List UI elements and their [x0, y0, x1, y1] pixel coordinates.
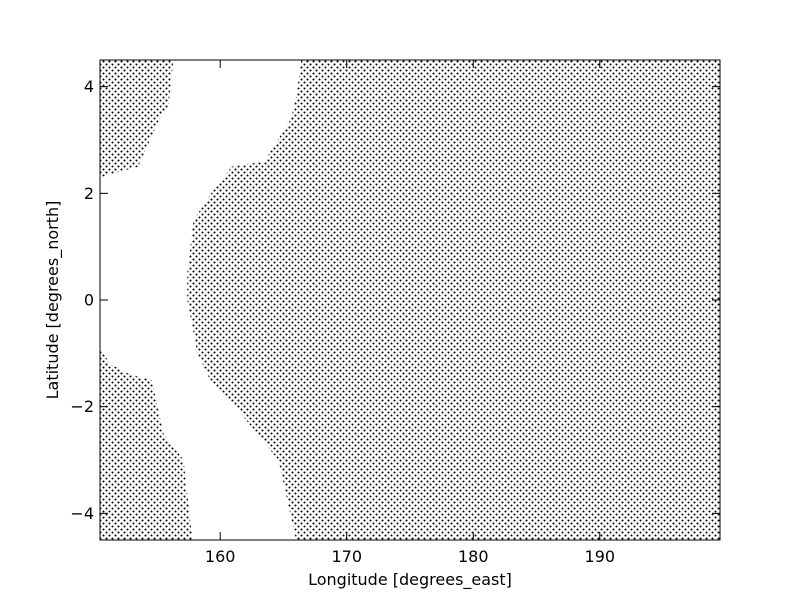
y-tick-label: −4 [70, 504, 94, 523]
hatched-region-2 [187, 60, 720, 540]
x-axis-ticks: 160 170 180 190 [205, 60, 615, 566]
x-tick-label: 190 [585, 547, 616, 566]
y-axis-ticks: 4 2 0 −2 −4 [70, 77, 720, 523]
hatched-region-1 [100, 60, 174, 178]
hatched-regions [100, 60, 720, 540]
x-axis-label: Longitude [degrees_east] [308, 570, 512, 590]
y-axis-label: Latitude [degrees_north] [43, 201, 63, 400]
y-tick-label: −2 [70, 397, 94, 416]
x-tick-label: 180 [458, 547, 489, 566]
y-tick-label: 0 [84, 291, 94, 310]
y-tick-label: 4 [84, 77, 94, 96]
hatched-region-3 [100, 348, 193, 540]
x-tick-label: 170 [331, 547, 362, 566]
x-tick-label: 160 [205, 547, 236, 566]
y-tick-label: 2 [84, 184, 94, 203]
